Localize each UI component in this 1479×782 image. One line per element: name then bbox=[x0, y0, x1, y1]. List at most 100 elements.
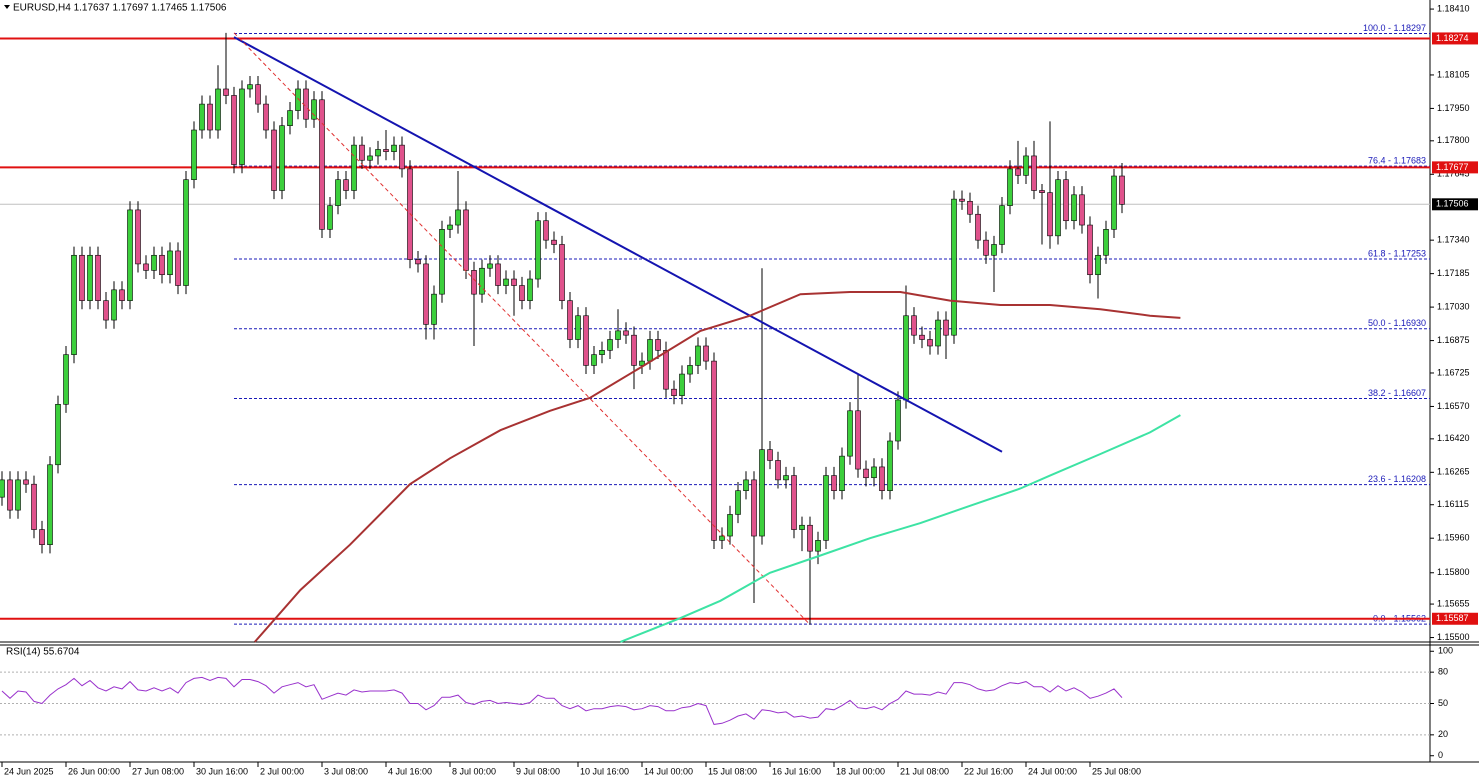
candle-body bbox=[343, 179, 349, 191]
candle-body bbox=[15, 479, 21, 511]
candle-body bbox=[623, 330, 629, 336]
candle-body bbox=[399, 144, 405, 170]
candle-body bbox=[303, 88, 309, 120]
candle-body bbox=[663, 350, 669, 390]
candle-body bbox=[911, 315, 917, 336]
candle-body bbox=[807, 524, 813, 552]
candle-body bbox=[47, 464, 53, 545]
candle-body bbox=[0, 479, 5, 498]
candle-body bbox=[199, 103, 205, 131]
y-tick-label: 1.16875 bbox=[1437, 335, 1470, 345]
candle-body bbox=[1007, 168, 1013, 206]
y-tick-label: 80 bbox=[1438, 667, 1448, 677]
candle-body bbox=[175, 250, 181, 286]
x-tick-label: 15 Jul 08:00 bbox=[708, 766, 757, 776]
candle-body bbox=[727, 514, 733, 537]
candle-body bbox=[167, 250, 173, 276]
candle-body bbox=[935, 319, 941, 347]
candle-body bbox=[967, 200, 973, 215]
candle-body bbox=[975, 213, 981, 241]
candle-body bbox=[1071, 194, 1077, 222]
candle-body bbox=[543, 220, 549, 241]
candle-body bbox=[847, 410, 853, 457]
candle-body bbox=[887, 440, 893, 491]
candle-body bbox=[367, 155, 373, 161]
candle-body bbox=[239, 88, 245, 165]
price-label: 1.17506 bbox=[1436, 199, 1469, 209]
candle-body bbox=[207, 103, 213, 131]
candle-body bbox=[279, 125, 285, 191]
candle-body bbox=[375, 149, 381, 157]
candle-body bbox=[1095, 254, 1101, 276]
fib-label: 100.0 - 1.18297 bbox=[1363, 23, 1426, 33]
x-tick-label: 25 Jul 08:00 bbox=[1092, 766, 1141, 776]
x-tick-label: 9 Jul 08:00 bbox=[516, 766, 560, 776]
candle-body bbox=[767, 449, 773, 461]
y-tick-label: 1.17030 bbox=[1437, 301, 1470, 311]
candle-body bbox=[783, 475, 789, 481]
y-tick-label: 1.18105 bbox=[1437, 69, 1470, 79]
rsi-line bbox=[1, 676, 1123, 725]
candle-body bbox=[559, 244, 565, 301]
candle-body bbox=[999, 205, 1005, 245]
candle-body bbox=[943, 319, 949, 336]
candle-body bbox=[247, 84, 253, 90]
candle-body bbox=[743, 479, 749, 491]
candle-body bbox=[1111, 175, 1117, 230]
candle-body bbox=[351, 144, 357, 191]
candle-body bbox=[527, 278, 533, 301]
candle-body bbox=[607, 339, 613, 351]
candle-body bbox=[1079, 194, 1085, 226]
candle-body bbox=[495, 263, 501, 286]
price-label-box bbox=[1432, 198, 1478, 211]
candle-body bbox=[1063, 179, 1069, 222]
candle-body bbox=[671, 388, 677, 396]
candle-body bbox=[951, 198, 957, 336]
x-tick-label: 2 Jul 00:00 bbox=[260, 766, 304, 776]
price-label: 1.15587 bbox=[1436, 613, 1469, 623]
y-tick-label: 1.15960 bbox=[1437, 533, 1470, 543]
y-tick-label: 1.18410 bbox=[1437, 3, 1470, 13]
price-label-box bbox=[1432, 612, 1478, 625]
y-tick-label: 1.16725 bbox=[1437, 367, 1470, 377]
candle-body bbox=[575, 315, 581, 340]
candle-body bbox=[119, 289, 125, 301]
candle-body bbox=[215, 88, 221, 131]
overlay-line bbox=[620, 414, 1181, 643]
candle-body bbox=[983, 239, 989, 256]
candle-body bbox=[759, 449, 765, 537]
candle-body bbox=[295, 88, 301, 111]
rsi-title: RSI(14) 55.6704 bbox=[6, 647, 80, 658]
candle-body bbox=[927, 339, 933, 347]
candle-body bbox=[591, 354, 597, 366]
fib-label: 38.2 - 1.16607 bbox=[1368, 388, 1426, 398]
candle-body bbox=[183, 179, 189, 286]
x-tick-label: 26 Jun 00:00 bbox=[68, 766, 120, 776]
candle-body bbox=[551, 239, 557, 245]
overlay-line bbox=[254, 291, 1181, 643]
y-tick-label: 1.17185 bbox=[1437, 268, 1470, 278]
x-tick-label: 16 Jul 16:00 bbox=[772, 766, 821, 776]
candle-body bbox=[271, 129, 277, 191]
x-tick-label: 8 Jul 00:00 bbox=[452, 766, 496, 776]
candle-body bbox=[799, 524, 805, 530]
candle-body bbox=[519, 285, 525, 301]
y-tick-label: 1.15800 bbox=[1437, 567, 1470, 577]
candle-body bbox=[1047, 192, 1053, 237]
chart-title: EURUSD,H4 1.17637 1.17697 1.17465 1.1750… bbox=[13, 3, 227, 14]
x-tick-label: 24 Jul 00:00 bbox=[1028, 766, 1077, 776]
candle-body bbox=[111, 289, 117, 321]
candle-body bbox=[471, 270, 477, 295]
candle-body bbox=[863, 468, 869, 479]
candle-body bbox=[775, 460, 781, 481]
candle-body bbox=[287, 110, 293, 126]
candle-body bbox=[567, 300, 573, 340]
fib-label: 50.0 - 1.16930 bbox=[1368, 318, 1426, 328]
candle-body bbox=[679, 373, 685, 396]
candle-body bbox=[1103, 229, 1109, 256]
price-label-box bbox=[1432, 32, 1478, 45]
candle-body bbox=[55, 403, 61, 466]
candle-body bbox=[87, 254, 93, 301]
y-tick-label: 50 bbox=[1438, 698, 1448, 708]
candle-body bbox=[63, 354, 69, 405]
